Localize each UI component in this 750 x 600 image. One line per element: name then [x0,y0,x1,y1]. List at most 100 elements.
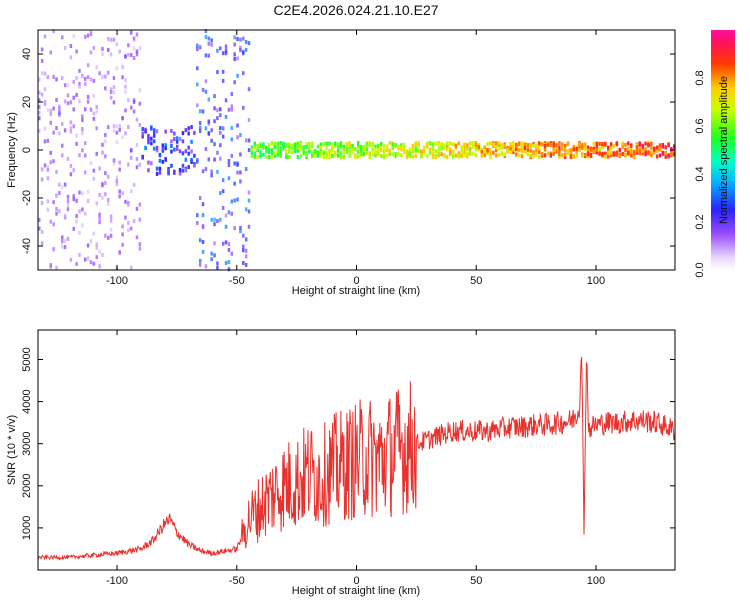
heatmap-cell [52,106,55,111]
heatmap-cell [351,143,354,148]
heatmap-cell [368,142,371,147]
heatmap-cell [75,219,78,224]
heatmap-cell [529,148,532,153]
heatmap-cell [216,169,219,174]
heatmap-cell [500,151,504,156]
heatmap-cell [92,168,96,173]
heatmap-cell [46,167,50,172]
heatmap-cell [72,33,75,38]
heatmap-cell [618,153,621,158]
heatmap-cell [336,148,340,153]
heatmap-cell [236,135,239,140]
heatmap-cell [124,78,127,83]
heatmap-cell [388,140,392,145]
heatmap-cell [121,191,124,196]
heatmap-cell [609,150,613,155]
heatmap-cell [471,141,475,146]
heatmap-cell [362,151,366,156]
heatmap-cell [624,142,627,147]
heatmap-cell [371,152,374,157]
heatmap-cell [52,247,55,252]
heatmap-cell [227,163,231,168]
heatmap-cell [276,149,280,154]
heatmap-cell [104,132,107,137]
heatmap-cell [437,147,440,152]
heatmap-cell [414,146,417,151]
heatmap-cell [170,163,173,168]
heatmap-cell [253,141,257,146]
heatmap-cell [104,139,107,144]
heatmap-cell [78,252,81,257]
heatmap-cell [267,148,271,153]
heatmap-cell [512,141,515,146]
heatmap-cell [210,38,213,43]
heatmap-cell [285,143,288,148]
heatmap-cell [365,146,369,151]
heatmap-cell [543,147,547,152]
heatmap-cell [152,139,156,144]
heatmap-cell [66,236,70,241]
heatmap-cell [578,147,581,152]
heatmap-cell [299,154,303,159]
heatmap-cell [227,267,231,272]
heatmap-cell [138,46,142,51]
heatmap-cell [466,154,469,159]
heatmap-cell [428,141,432,146]
heatmap-cell [285,155,288,160]
y-tick-label: 5000 [21,347,33,371]
heatmap-cell [127,202,130,207]
heatmap-cell [394,142,397,147]
heatmap-cell [181,151,185,156]
heatmap-cell [121,116,124,121]
heatmap-cell [86,256,90,261]
heatmap-cell [115,66,119,71]
heatmap-cell [302,145,305,150]
heatmap-cell [233,42,236,47]
heatmap-cell [101,150,104,155]
heatmap-cell [233,198,236,203]
heatmap-cell [443,154,446,159]
heatmap-cell [523,146,527,151]
heatmap-cell [178,149,182,154]
heatmap-cell [43,163,47,168]
heatmap-cell [40,230,44,235]
heatmap-cell [81,73,84,78]
heatmap-cell [201,109,205,114]
heatmap-cell [210,42,213,47]
heatmap-cell [69,120,73,125]
heatmap-cell [72,168,75,173]
heatmap-cell [138,242,142,247]
heatmap-cell [394,154,397,159]
heatmap-cell [173,169,176,174]
heatmap-cell [81,207,84,212]
heatmap-cell [480,149,484,154]
heatmap-cell [348,149,351,154]
heatmap-cell [256,148,259,153]
heatmap-cell [230,199,234,204]
heatmap-cell [385,144,389,149]
heatmap-cell [569,155,573,160]
heatmap-cell [408,151,412,156]
x-tick-label: 0 [353,275,359,287]
heatmap-cell [584,152,587,157]
heatmap-cell [52,74,55,79]
heatmap-cell [198,125,202,130]
heatmap-cell [313,153,317,158]
heatmap-cell [279,140,282,145]
heatmap-cell [86,199,90,204]
heatmap-cell [644,149,647,154]
heatmap-cell [563,148,567,153]
heatmap-cell [101,181,104,186]
heatmap-cell [213,217,216,222]
heatmap-cell [78,209,81,214]
heatmap-cell [293,142,297,147]
heatmap-cell [178,136,182,141]
heatmap-cell [345,149,348,154]
heatmap-cell [101,195,104,200]
y-tick-label: 40 [21,48,33,60]
heatmap-cell [270,148,274,153]
heatmap-cell [581,145,584,150]
heatmap-cell [213,253,216,258]
heatmap-cell [273,151,277,156]
heatmap-cell [129,105,133,110]
